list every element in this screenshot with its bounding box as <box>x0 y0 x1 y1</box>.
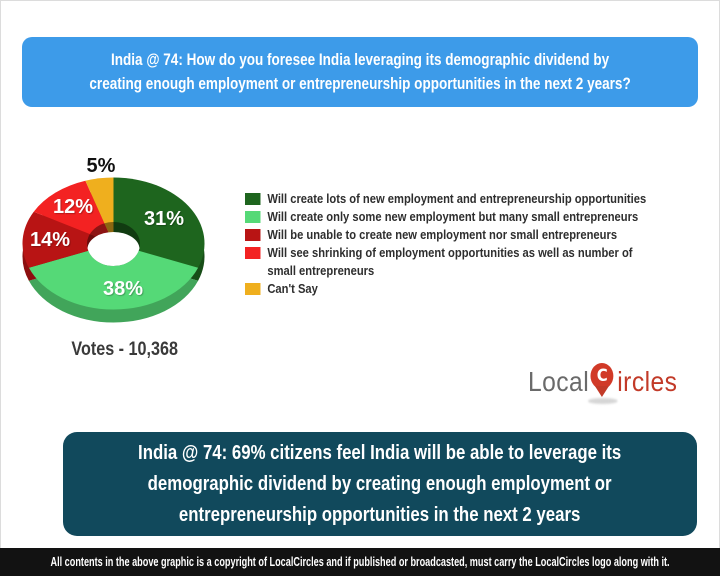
legend-item: Can't Say <box>245 280 720 298</box>
footer-text: All contents in the above graphic is a c… <box>50 555 670 569</box>
summary-text: India @ 74: 69% citizens feel India will… <box>138 441 622 526</box>
pin-letter: C <box>596 365 608 386</box>
legend-item: Will see shrinking of employment opportu… <box>245 244 720 280</box>
pin-tail <box>595 386 610 397</box>
legend-label: Will create only some new employment but… <box>267 209 639 224</box>
pie-slice <box>28 243 199 310</box>
pin-circle: C <box>590 363 614 389</box>
chart-legend: Will create lots of new employment and e… <box>245 190 720 298</box>
legend-label: Will see shrinking of employment opportu… <box>267 245 633 278</box>
slice-label: 5% <box>87 155 116 177</box>
slice-label: 14% <box>30 229 70 251</box>
legend-label: Will be unable to create new employment … <box>267 227 618 242</box>
legend-item: Will be unable to create new employment … <box>245 226 720 244</box>
legend-label: Can't Say <box>267 281 318 296</box>
legend-item: Will create lots of new employment and e… <box>245 190 720 208</box>
legend-label: Will create lots of new employment and e… <box>267 191 647 206</box>
legend-item: Will create only some new employment but… <box>245 208 720 226</box>
header-question: India @ 74: How do you foresee India lev… <box>89 51 631 93</box>
footer-bar: All contents in the above graphic is a c… <box>0 548 720 576</box>
legend-swatch <box>245 211 261 223</box>
legend-swatch <box>245 229 261 241</box>
logo-text-ircles: ircles <box>617 366 678 397</box>
slice-label: 12% <box>53 196 93 218</box>
donut-inner-wall <box>87 222 114 244</box>
donut-hole-opening <box>87 232 140 266</box>
legend-swatch <box>245 193 261 205</box>
pie-slice <box>33 180 114 244</box>
votes-label: Votes - 10,368 <box>71 339 179 360</box>
pin-shadow <box>588 398 619 404</box>
location-pin-icon: C <box>588 360 619 404</box>
logo-text-local: Local <box>528 366 590 397</box>
slice-label: 38% <box>103 278 143 300</box>
summary-banner: India @ 74: 69% citizens feel India will… <box>63 432 697 536</box>
localcircles-logo: Local C ircles <box>528 360 677 404</box>
legend-swatch <box>245 247 261 259</box>
donut-face <box>22 177 205 310</box>
slice-label: 31% <box>144 208 184 230</box>
donut-chart: 31% 38% 14% 12% 5% <box>22 155 205 323</box>
pie-slice <box>22 211 114 268</box>
legend-swatch <box>245 283 261 295</box>
header-banner: India @ 74: How do you foresee India lev… <box>22 37 698 107</box>
